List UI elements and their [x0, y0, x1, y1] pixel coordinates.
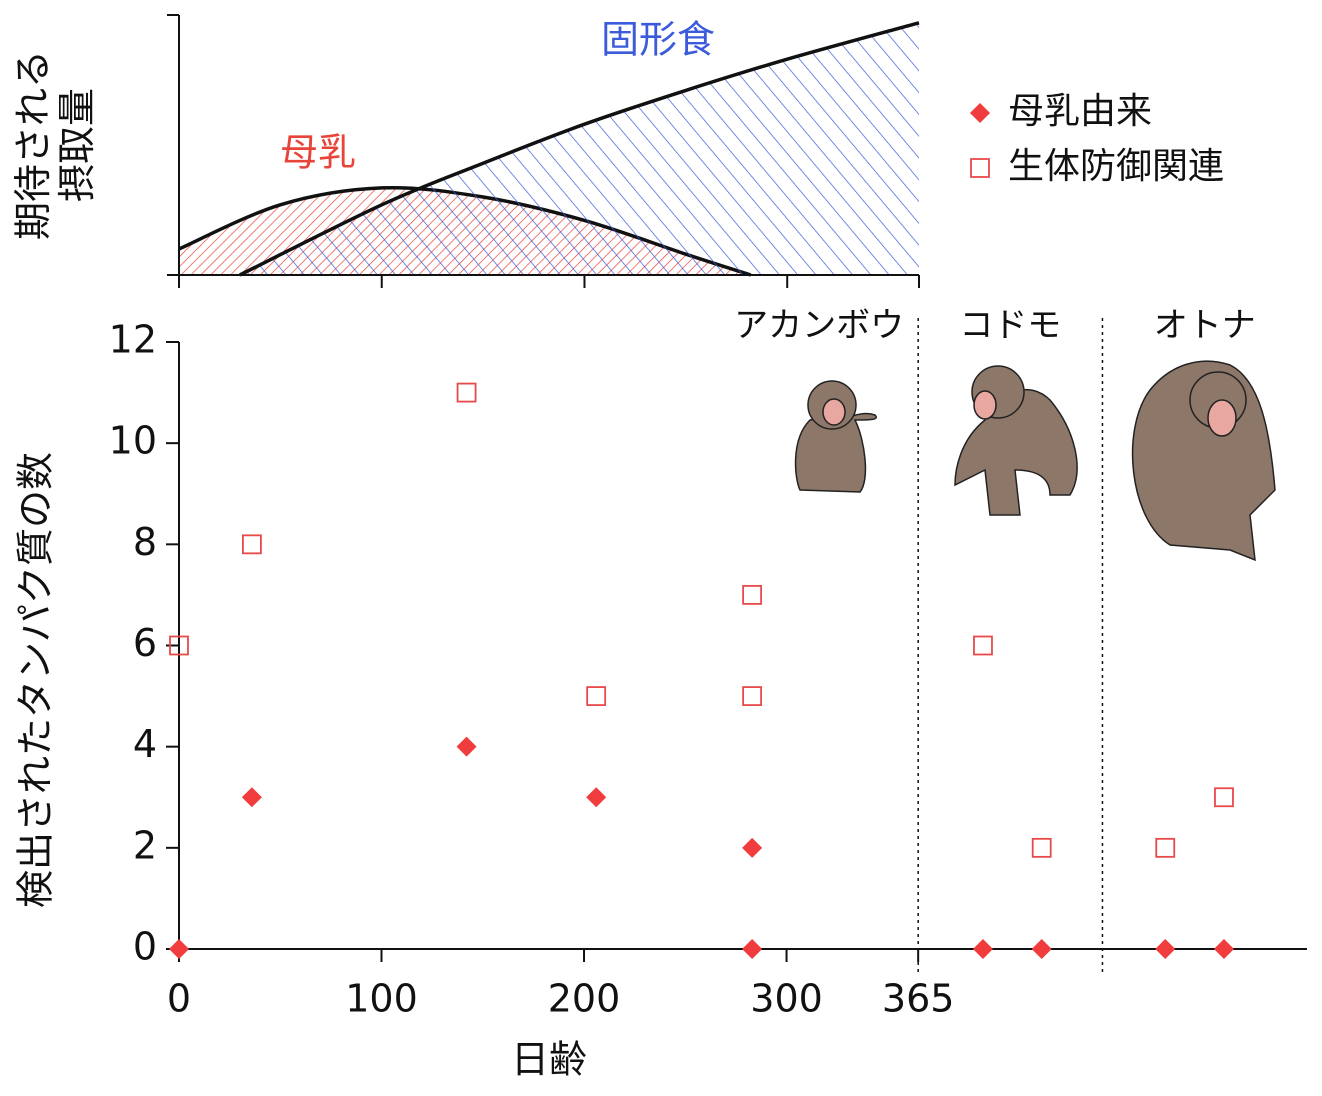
- y-axis-label: 期待される摂取量: [11, 50, 99, 240]
- x-tick-label: 365: [882, 977, 955, 1021]
- point: [742, 939, 763, 959]
- y-tick-label: 4: [133, 722, 157, 766]
- x-tick-label: 100: [345, 977, 418, 1021]
- y-axis-label-line: 期待される: [11, 50, 55, 240]
- point: [456, 736, 477, 757]
- y-tick-label: 10: [109, 419, 157, 463]
- point: [456, 382, 477, 403]
- monkey-baby: [794, 380, 877, 493]
- x-axis-label: 日齢: [511, 1038, 587, 1082]
- y-tick-label: 0: [133, 925, 157, 969]
- x-tick-label: 0: [167, 977, 191, 1021]
- point: [241, 787, 262, 808]
- point: [586, 787, 607, 808]
- stage-label: アカンボウ: [734, 306, 904, 346]
- point: [742, 686, 763, 706]
- series-label: 固形食: [601, 18, 715, 62]
- point: [742, 837, 763, 858]
- stage-label: オトナ: [1154, 306, 1256, 346]
- stage-label: コドモ: [959, 306, 1061, 346]
- point: [973, 635, 993, 656]
- x-tick-label: 200: [548, 977, 621, 1021]
- area-outline: [239, 21, 920, 277]
- monkey-adult: [1131, 360, 1276, 562]
- point: [970, 103, 990, 123]
- y-axis-label-line: 摂取量: [55, 88, 99, 202]
- point: [972, 939, 993, 959]
- point: [169, 939, 189, 959]
- point: [1031, 939, 1052, 959]
- y-tick-label: 6: [133, 621, 157, 665]
- y-tick-label: 2: [133, 823, 157, 867]
- legend-label: 母乳由来: [1008, 91, 1152, 132]
- point: [586, 686, 607, 706]
- point: [1155, 837, 1176, 858]
- y-tick-label: 12: [109, 318, 157, 362]
- y-tick-label: 8: [133, 520, 157, 564]
- point: [742, 585, 763, 605]
- point: [242, 534, 262, 555]
- point: [1213, 939, 1234, 959]
- point: [169, 635, 189, 656]
- area: [239, 22, 920, 275]
- point: [1214, 787, 1234, 808]
- legend-label: 生体防御関連: [1008, 146, 1224, 187]
- monkey-child: [954, 365, 1078, 516]
- y-axis-label: 検出されたタンパク質の数: [14, 452, 58, 908]
- point: [1031, 837, 1052, 858]
- point: [970, 158, 990, 178]
- point: [1155, 939, 1176, 959]
- x-tick-label: 300: [750, 977, 823, 1021]
- series-label: 母乳: [280, 131, 356, 175]
